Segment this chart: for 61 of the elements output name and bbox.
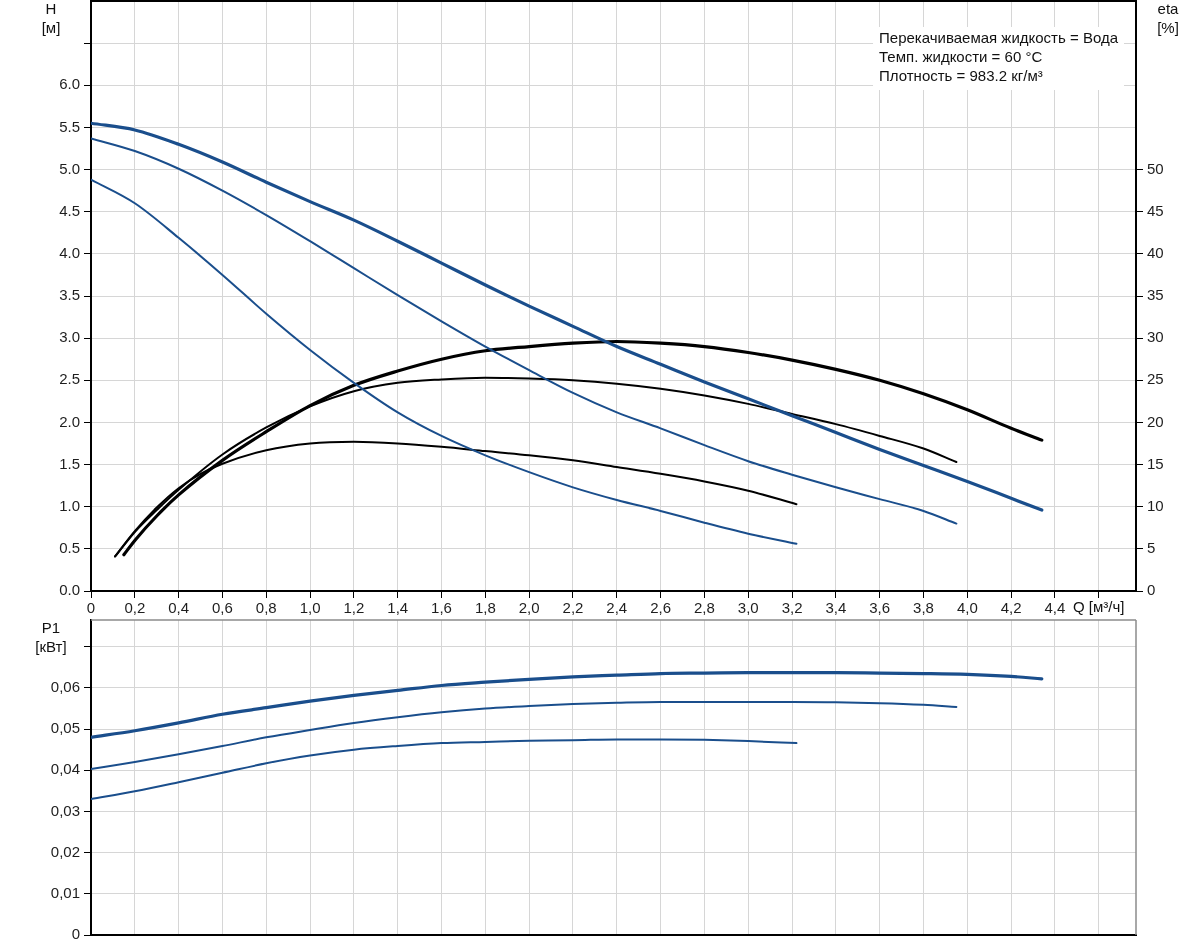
- x-tick-label: 4,0: [956, 599, 978, 617]
- x-tick-label: 1,6: [431, 599, 452, 617]
- y-tick-label: 6.0: [59, 75, 80, 93]
- x-tick-label: 3,0: [737, 599, 759, 617]
- y-tick-label: 3.0: [59, 328, 80, 346]
- x-tick-label: 4,2: [1000, 599, 1022, 617]
- y2-tick-label: 20: [1147, 412, 1164, 430]
- y-tick-label: 5.5: [59, 117, 80, 135]
- x-tick-label: 1,0: [299, 599, 321, 617]
- y-tick-label: 4.0: [59, 244, 80, 261]
- x-tick-label: 2,4: [606, 599, 628, 617]
- x-tick-label: 2,8: [693, 599, 715, 617]
- y-tick-label: 0,02: [50, 842, 80, 860]
- y-tick-label: 0,06: [50, 678, 80, 696]
- annotation: Плотность = 983.2 кг/м³: [879, 67, 1043, 85]
- x-tick-label: 0: [86, 599, 96, 617]
- x-tick-label: 3,8: [913, 599, 934, 617]
- x-tick-label: 3,2: [781, 599, 803, 617]
- y2-tick-label: 5: [1147, 539, 1156, 556]
- y2-tick-label: 0: [1147, 581, 1156, 599]
- y2-tick-label: 10: [1147, 496, 1164, 514]
- x-tick-label: 1,4: [387, 599, 409, 617]
- x-tick-label: 0,4: [168, 599, 190, 617]
- y2-axis-title: eta [%]: [1157, 0, 1180, 36]
- x-tick-label: 2,0: [518, 599, 540, 617]
- y-tick-label: 0,04: [50, 760, 80, 778]
- x-tick-label: 2,6: [650, 599, 672, 617]
- y-tick-label: 0.5: [59, 539, 80, 556]
- annotation: Перекачиваемая жидкость = Вода: [879, 29, 1119, 47]
- y-tick-label: 3.5: [59, 286, 80, 304]
- y-tick-label: 1.0: [59, 496, 80, 514]
- y2-tick-label: 50: [1147, 159, 1164, 177]
- x-tick-label: 0,2: [124, 599, 146, 617]
- y-tick-label: 1.5: [59, 454, 80, 472]
- y-tick-label: 2.0: [59, 412, 80, 430]
- y-tick-label: 0,03: [50, 801, 80, 819]
- y-tick-label: 0: [71, 925, 80, 943]
- x-tick-label: 0,8: [255, 599, 277, 617]
- y2-tick-label: 35: [1147, 286, 1164, 304]
- x-axis-title: Q [м³/ч]: [1073, 598, 1125, 616]
- x-tick-label: 1,2: [343, 599, 365, 617]
- x-tick-label: 0,6: [212, 599, 233, 617]
- y-tick-label: 2.5: [59, 370, 80, 388]
- y2-tick-label: 15: [1147, 454, 1164, 472]
- y-tick-label: 5.0: [59, 159, 80, 177]
- y2-tick-label: 40: [1147, 244, 1164, 261]
- y2-tick-label: 30: [1147, 328, 1164, 346]
- y2-tick-label: 25: [1147, 370, 1164, 388]
- x-tick-label: 1,8: [474, 599, 496, 617]
- y-tick-label: 4.5: [59, 201, 80, 219]
- y2-tick-label: 45: [1147, 201, 1164, 219]
- x-tick-label: 4,4: [1044, 599, 1066, 617]
- x-tick-label: 2,2: [562, 599, 584, 617]
- y-axis-title: P1 [кВт]: [35, 619, 67, 655]
- y-tick-label: 0.0: [59, 581, 80, 599]
- y-tick-label: 0,01: [50, 883, 80, 901]
- annotation: Темп. жидкости = 60 °C: [879, 48, 1043, 66]
- y-axis-title: H [м]: [41, 0, 61, 36]
- x-tick-label: 3,4: [825, 599, 847, 617]
- y-tick-label: 0,05: [50, 719, 80, 737]
- x-tick-label: 3,6: [869, 599, 891, 617]
